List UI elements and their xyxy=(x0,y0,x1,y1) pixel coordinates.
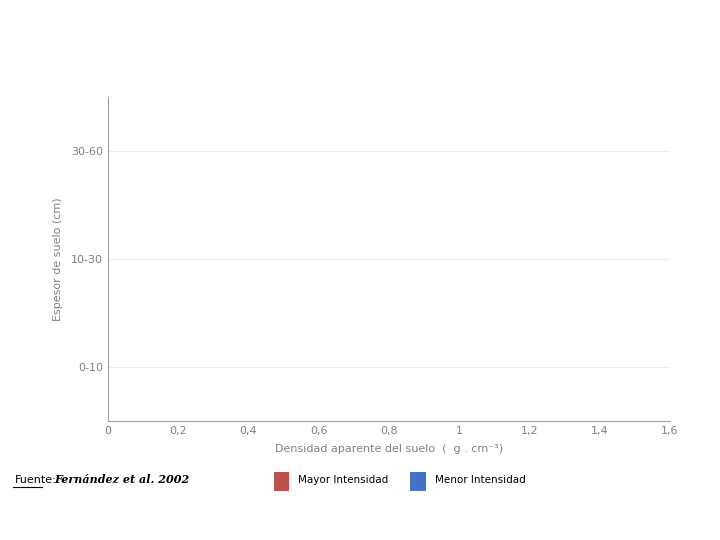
Y-axis label: Espesor de suelo (cm): Espesor de suelo (cm) xyxy=(53,198,63,321)
X-axis label: Densidad aparente del suelo  (  g . cm⁻³): Densidad aparente del suelo ( g . cm⁻³) xyxy=(275,444,503,454)
Text: Fernández et al. 2002: Fernández et al. 2002 xyxy=(54,474,189,485)
Bar xyxy=(410,472,426,491)
Text: Menor Intensidad: Menor Intensidad xyxy=(435,475,526,484)
Bar xyxy=(274,472,289,491)
Text: Fuente:: Fuente: xyxy=(14,475,56,484)
Text: INTENSIDAD DE TRÁNSITO Y COMPACTACIÓN DE SUELO: INTENSIDAD DE TRÁNSITO Y COMPACTACIÓN DE… xyxy=(15,25,705,45)
Text: Mayor Intensidad: Mayor Intensidad xyxy=(298,475,388,484)
